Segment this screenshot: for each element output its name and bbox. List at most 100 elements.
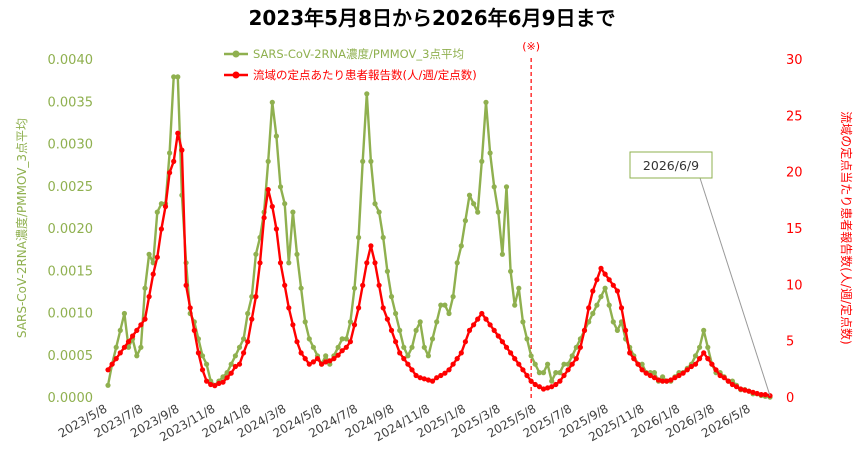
data-point-rna	[549, 378, 555, 384]
legend-marker-patients	[232, 71, 240, 79]
data-point-rna	[356, 234, 362, 241]
data-point-patients	[536, 384, 543, 390]
data-point-rna	[204, 361, 210, 367]
data-point-patients	[224, 375, 230, 381]
data-point-rna	[446, 310, 452, 317]
data-point-rna	[228, 361, 234, 367]
data-point-patients	[388, 327, 395, 333]
data-point-patients	[199, 367, 206, 373]
data-point-patients	[660, 378, 666, 384]
data-point-patients	[590, 288, 596, 294]
data-point-rna	[121, 310, 127, 317]
left-tick-label: 0.0040	[48, 53, 94, 68]
data-point-patients	[762, 392, 768, 398]
data-point-patients	[397, 350, 403, 356]
data-point-patients	[733, 384, 740, 390]
data-point-rna	[471, 201, 477, 207]
data-point-rna	[569, 353, 575, 359]
data-point-patients	[380, 305, 386, 311]
data-point-patients	[323, 359, 329, 365]
data-point-rna	[113, 344, 119, 350]
right-tick-label: 30	[786, 53, 803, 68]
data-point-patients	[286, 305, 292, 311]
data-point-patients	[680, 370, 686, 376]
data-point-patients	[138, 322, 144, 328]
left-tick-label: 0.0005	[48, 349, 94, 364]
data-point-patients	[216, 380, 222, 386]
data-point-patients	[503, 344, 510, 350]
data-point-patients	[401, 356, 407, 362]
data-point-patients	[335, 352, 341, 358]
data-point-patients	[495, 333, 501, 339]
data-point-patients	[425, 377, 431, 383]
data-point-rna	[532, 361, 538, 367]
data-point-patients	[462, 339, 468, 345]
data-point-rna	[269, 99, 275, 105]
data-point-patients	[253, 294, 259, 300]
data-point-patients	[450, 361, 456, 367]
data-point-patients	[573, 356, 579, 362]
data-point-rna	[660, 374, 666, 380]
data-point-rna	[697, 344, 703, 350]
series-line-rna	[106, 75, 771, 399]
data-point-rna	[475, 209, 481, 215]
data-point-rna	[434, 319, 440, 325]
data-point-patients	[508, 350, 514, 356]
data-point-rna	[573, 344, 579, 350]
legend: SARS-CoV-2RNA濃度/PMMOV_3点平均 流域の定点あたり患者報告数…	[224, 47, 477, 82]
data-point-patients	[109, 361, 115, 367]
data-point-rna	[146, 251, 152, 257]
data-point-patients	[668, 377, 674, 383]
data-point-patients	[545, 385, 551, 391]
data-point-patients	[204, 378, 210, 384]
data-point-patients	[298, 350, 304, 356]
data-point-patients	[261, 215, 267, 221]
data-point-patients	[635, 361, 641, 367]
data-point-rna	[557, 370, 563, 376]
data-point-patients	[471, 322, 477, 328]
data-point-rna	[540, 370, 547, 376]
data-point-rna	[298, 285, 304, 291]
data-point-rna	[442, 302, 448, 308]
left-tick-label: 0.0015	[48, 264, 94, 279]
data-point-patients	[594, 277, 600, 283]
data-point-rna	[438, 302, 444, 308]
data-point-patients	[277, 260, 284, 266]
data-point-rna	[323, 353, 329, 359]
data-point-patients	[458, 350, 464, 356]
data-point-patients	[294, 339, 300, 345]
data-point-rna	[171, 74, 177, 80]
data-point-patients	[532, 381, 538, 388]
left-tick-label: 0.0000	[48, 391, 94, 406]
data-point-rna	[175, 74, 181, 80]
data-point-rna	[199, 353, 206, 359]
data-point-rna	[393, 310, 399, 317]
data-point-patients	[664, 378, 670, 384]
data-point-rna	[401, 344, 407, 350]
data-point-patients	[524, 372, 530, 379]
data-point-rna	[290, 209, 296, 215]
data-point-patients	[290, 322, 296, 328]
data-point-rna	[614, 327, 621, 333]
data-point-rna	[158, 201, 164, 207]
data-point-rna	[602, 285, 608, 291]
callout-box	[629, 151, 713, 179]
left-tick-label: 0.0020	[48, 222, 94, 237]
data-point-patients	[150, 271, 156, 277]
left-tick-label: 0.0025	[48, 180, 94, 195]
data-point-patients	[339, 348, 345, 354]
data-point-patients	[134, 327, 140, 333]
data-point-rna	[701, 327, 707, 333]
data-point-patients	[191, 327, 197, 333]
data-point-rna	[372, 201, 378, 207]
data-point-patients	[187, 305, 193, 311]
data-point-patients	[565, 367, 571, 373]
data-point-patients	[561, 372, 567, 379]
left-axis-title: SARS-CoV-2RNA濃度/PMMOV_3点平均	[14, 118, 29, 338]
data-point-rna	[429, 336, 436, 342]
data-point-patients	[121, 344, 127, 350]
legend-label-rna: SARS-CoV-2RNA濃度/PMMOV_3点平均	[253, 47, 464, 61]
data-point-patients	[327, 358, 333, 364]
data-point-rna	[705, 344, 711, 350]
data-point-rna	[590, 310, 596, 317]
